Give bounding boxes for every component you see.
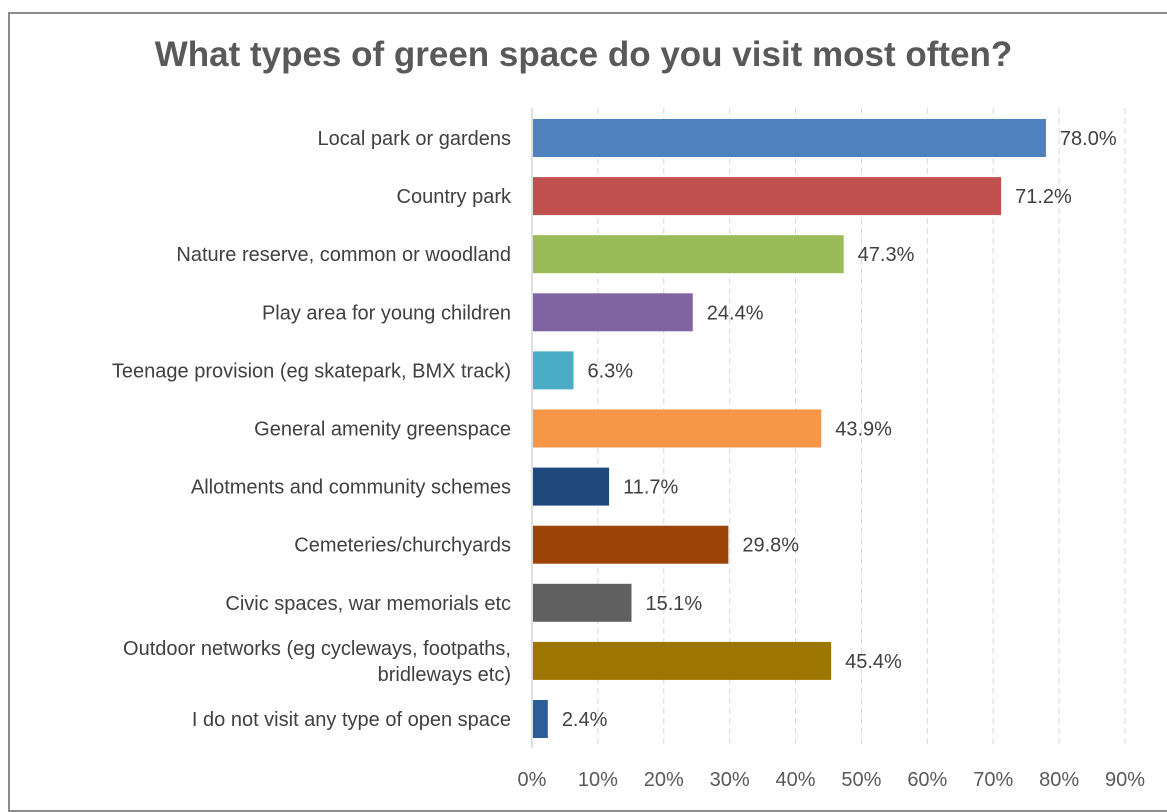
bar bbox=[533, 467, 610, 506]
category-label: I do not visit any type of open space bbox=[192, 709, 511, 731]
bar bbox=[533, 351, 574, 390]
data-label: 78.0% bbox=[1060, 128, 1117, 150]
data-label: 71.2% bbox=[1015, 186, 1072, 208]
category-label: Outdoor networks (eg cycleways, footpath… bbox=[123, 638, 511, 686]
x-tick-label: 60% bbox=[907, 769, 947, 791]
data-label: 45.4% bbox=[845, 651, 902, 673]
data-label: 43.9% bbox=[835, 419, 892, 441]
x-tick-label: 30% bbox=[710, 769, 750, 791]
bar bbox=[533, 235, 844, 274]
data-label: 24.4% bbox=[707, 302, 764, 324]
bar bbox=[533, 700, 548, 738]
bar bbox=[533, 409, 822, 448]
data-label: 47.3% bbox=[858, 244, 915, 266]
x-tick-label: 0% bbox=[518, 769, 547, 791]
category-label: Allotments and community schemes bbox=[191, 477, 511, 499]
data-label: 6.3% bbox=[588, 360, 634, 382]
bar bbox=[533, 525, 729, 564]
bar bbox=[533, 293, 693, 332]
bar bbox=[533, 641, 832, 680]
category-label: Local park or gardens bbox=[318, 128, 511, 150]
category-label: Nature reserve, common or woodland bbox=[176, 244, 511, 266]
x-tick-label: 10% bbox=[578, 769, 618, 791]
x-tick-label: 80% bbox=[1039, 769, 1079, 791]
bar bbox=[533, 583, 632, 622]
data-label: 29.8% bbox=[742, 535, 799, 557]
category-label: Civic spaces, war memorials etc bbox=[225, 593, 511, 615]
category-label: Country park bbox=[397, 186, 512, 208]
x-tick-label: 70% bbox=[973, 769, 1013, 791]
x-tick-label: 50% bbox=[841, 769, 881, 791]
data-label: 15.1% bbox=[645, 593, 702, 615]
chart-title: What types of green space do you visit m… bbox=[154, 35, 1013, 74]
x-tick-label: 90% bbox=[1105, 769, 1145, 791]
category-label: Cemeteries/churchyards bbox=[294, 535, 511, 557]
category-label: Teenage provision (eg skatepark, BMX tra… bbox=[112, 360, 511, 382]
category-label: General amenity greenspace bbox=[254, 419, 511, 441]
category-label: Play area for young children bbox=[262, 302, 511, 324]
data-label: 2.4% bbox=[562, 709, 608, 731]
bar bbox=[533, 177, 1002, 216]
bar bbox=[533, 119, 1046, 157]
x-tick-label: 40% bbox=[776, 769, 816, 791]
x-tick-label: 20% bbox=[644, 769, 684, 791]
data-label: 11.7% bbox=[623, 477, 678, 499]
